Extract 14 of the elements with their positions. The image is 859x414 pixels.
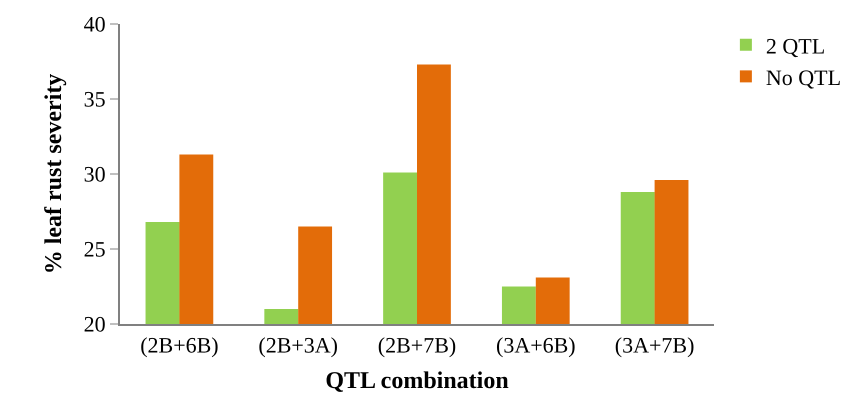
y-tick-label: 30: [84, 162, 106, 187]
legend-label: No QTL: [766, 64, 842, 90]
x-tick-label: (2B+6B): [140, 332, 219, 358]
legend-label: 2 QTL: [766, 33, 826, 58]
x-tick-label: (2B+3A): [258, 332, 338, 358]
y-tick-label: 35: [84, 86, 106, 112]
y-tick-label: 40: [84, 12, 106, 37]
x-tick-label: (2B+7B): [378, 332, 456, 358]
x-axis-title: QTL combination: [325, 368, 509, 394]
x-tick-label: (3A+7B): [614, 332, 694, 358]
y-axis-title: % leaf rust severity: [41, 74, 68, 274]
y-tick-label: 25: [84, 236, 106, 262]
x-tick-label: (3A+6B): [496, 332, 576, 358]
y-tick-label: 20: [84, 312, 106, 337]
